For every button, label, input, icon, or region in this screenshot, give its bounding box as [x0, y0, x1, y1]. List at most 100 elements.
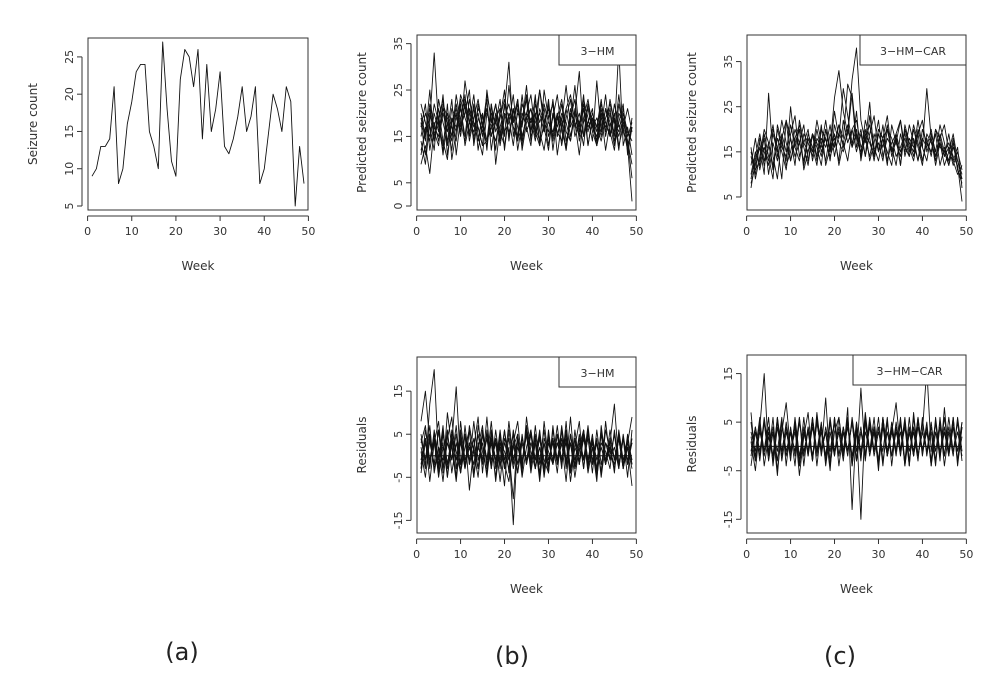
series-line-7: [420, 425, 633, 483]
y-tick-label: 25: [392, 83, 405, 97]
panel-c-bottom: 0 10 20 30 40 50 -15 -5 5 15 Week Residuals 3−HM−CAR: [685, 354, 973, 596]
x-tick-label: 10: [784, 225, 798, 238]
y-axis-title: Seizure count: [26, 83, 40, 165]
y-axis-title: Predicted seizure count: [685, 52, 699, 193]
x-tick-label: 20: [498, 548, 512, 561]
x-tick-label: 10: [784, 548, 798, 561]
y-tick-label: 25: [722, 100, 735, 114]
panel-caption: (b): [495, 642, 529, 670]
y-tick-label: -5: [722, 465, 735, 476]
x-tick-label: 0: [413, 548, 420, 561]
y-tick-label: -15: [392, 511, 405, 529]
series-line-10: [420, 416, 633, 474]
series-line-10: [420, 98, 633, 151]
series-line-3: [750, 83, 963, 180]
x-tick-label: 10: [454, 225, 468, 238]
y-tick-label: 15: [722, 367, 735, 381]
x-tick-label: 0: [84, 225, 91, 238]
x-tick-label: 30: [213, 225, 227, 238]
x-tick-label: 0: [743, 548, 750, 561]
x-axis-title: Week: [510, 259, 543, 273]
x-tick-label: 50: [629, 548, 643, 561]
x-tick-label: 10: [454, 548, 468, 561]
panel-b-bottom: 0 10 20 30 40 50 -15 -5 5 15 Week Residuals 3−HM: [355, 356, 643, 596]
y-tick-label: -15: [722, 510, 735, 528]
series-line-6: [750, 115, 963, 171]
plot-frame: [416, 34, 637, 211]
series-line-9: [420, 429, 633, 478]
x-axis-title: Week: [840, 259, 873, 273]
x-tick-label: 50: [959, 225, 973, 238]
x-axis-title: Week: [182, 259, 215, 273]
y-tick-label: 15: [722, 145, 735, 159]
y-axis-title: Predicted seizure count: [355, 52, 369, 193]
y-tick-label: 5: [722, 193, 735, 200]
x-tick-label: 20: [828, 225, 842, 238]
y-tick-label: 5: [722, 419, 735, 426]
series-line-5: [750, 416, 963, 472]
series-line-1: [91, 41, 305, 207]
y-axis-title: Residuals: [355, 417, 369, 474]
x-tick-label: 30: [541, 548, 555, 561]
series-line-1: [750, 368, 963, 511]
x-tick-label: 40: [915, 548, 929, 561]
series-line-5: [750, 92, 963, 188]
y-tick-label: 35: [722, 55, 735, 69]
series-line-4: [420, 416, 633, 483]
legend-box: [558, 356, 637, 388]
series-line-7: [750, 416, 963, 467]
x-axis-title: Week: [510, 582, 543, 596]
x-tick-label: 10: [125, 225, 139, 238]
x-tick-label: 30: [871, 548, 885, 561]
x-axis-title: Week: [840, 582, 873, 596]
y-tick-label: -5: [392, 472, 405, 483]
legend-box: [859, 34, 967, 66]
y-tick-label: 25: [63, 50, 76, 64]
panel-b-top: 0 10 20 30 40 50 0 5 15 25 35 Week Predicted seizure…: [355, 34, 643, 670]
series-line-7: [420, 94, 633, 179]
series-line-3: [420, 416, 633, 483]
series-line-2: [750, 88, 963, 180]
legend-label: 3−HM−CAR: [876, 365, 942, 378]
plot-frame: [87, 37, 309, 211]
legend-box: [852, 354, 967, 386]
series-line-8: [420, 94, 633, 156]
x-tick-label: 0: [413, 225, 420, 238]
series-line-7: [750, 119, 963, 188]
y-tick-label: 15: [63, 124, 76, 138]
plot-frame: [416, 356, 637, 534]
y-tick-label: 5: [63, 203, 76, 210]
y-tick-label: 5: [392, 431, 405, 438]
series-line-6: [420, 89, 633, 151]
x-tick-label: 50: [301, 225, 315, 238]
x-tick-label: 20: [498, 225, 512, 238]
x-tick-label: 20: [169, 225, 183, 238]
x-tick-label: 30: [871, 225, 885, 238]
panel-a: 0 10 20 30 40 50 5 10 15 20 25 Week Seizure count (a): [26, 37, 315, 666]
x-tick-label: 40: [257, 225, 271, 238]
legend-label: 3−HM: [581, 367, 615, 380]
x-tick-label: 40: [585, 548, 599, 561]
y-tick-label: 0: [392, 203, 405, 210]
series-line-6: [420, 420, 633, 526]
plot-frame: [746, 34, 967, 211]
y-tick-label: 10: [63, 162, 76, 176]
y-tick-label: 20: [63, 87, 76, 101]
y-tick-label: 35: [392, 37, 405, 51]
x-tick-label: 40: [585, 225, 599, 238]
y-axis-title: Residuals: [685, 416, 699, 473]
series-line-8: [750, 416, 963, 467]
series-line-9: [420, 94, 633, 202]
x-tick-label: 50: [959, 548, 973, 561]
series-line-6: [750, 416, 963, 467]
series-line-8: [750, 124, 963, 202]
legend-label: 3−HM−CAR: [880, 45, 946, 58]
x-tick-label: 50: [629, 225, 643, 238]
panel-caption: (c): [824, 642, 856, 670]
panel-caption: (a): [165, 638, 198, 666]
y-tick-label: 15: [392, 129, 405, 143]
x-tick-label: 40: [915, 225, 929, 238]
series-line-4: [750, 416, 963, 467]
panel-c-top: 0 10 20 30 40 50 5 15 25 35 Week Predicted seizure …: [685, 34, 973, 670]
